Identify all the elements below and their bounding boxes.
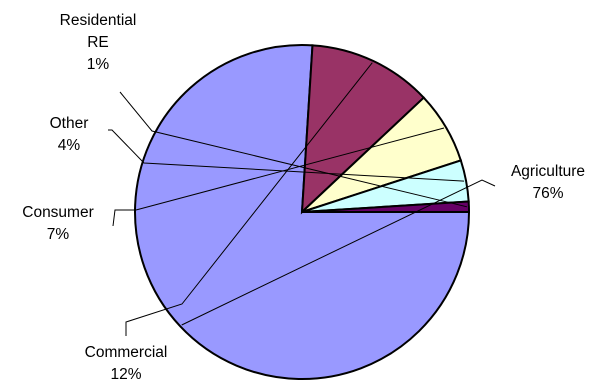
leader-line-residential-re [119, 91, 468, 208]
pie-slice-commercial [300, 44, 426, 215]
data-label-consumer: Consumer 7% [22, 204, 94, 243]
leader-line-other [108, 129, 465, 182]
pie-slices [134, 44, 471, 380]
data-label-residential-re-line-1: Residential [60, 12, 137, 29]
data-label-consumer-line-2: 7% [47, 226, 70, 243]
leader-line-commercial [125, 62, 373, 336]
data-label-commercial-line-2: 12% [110, 366, 141, 383]
pie-slice-agriculture [134, 44, 471, 380]
data-label-other-line-1: Other [50, 115, 89, 132]
leader-line-agriculture [181, 179, 496, 326]
data-label-consumer-line-1: Consumer [22, 204, 94, 221]
leader-lines [108, 62, 496, 336]
data-label-agriculture-line-1: Agriculture [511, 163, 585, 180]
data-label-commercial-line-1: Commercial [85, 344, 168, 361]
data-label-agriculture-line-2: 76% [532, 185, 563, 202]
pie-slice-residential-re [301, 200, 471, 213]
data-label-other-line-2: 4% [58, 137, 81, 154]
data-label-residential-re: Residential RE 1% [60, 12, 137, 73]
leader-line-consumer [112, 127, 445, 227]
data-label-residential-re-line-3: 1% [87, 56, 110, 73]
data-label-agriculture: Agriculture 76% [511, 163, 585, 202]
data-label-residential-re-line-2: RE [87, 34, 109, 51]
data-label-other: Other 4% [50, 115, 89, 154]
data-label-commercial: Commercial 12% [85, 344, 168, 383]
data-labels: Agriculture 76% Commercial 12% Consumer 7% Oth… [22, 12, 585, 383]
